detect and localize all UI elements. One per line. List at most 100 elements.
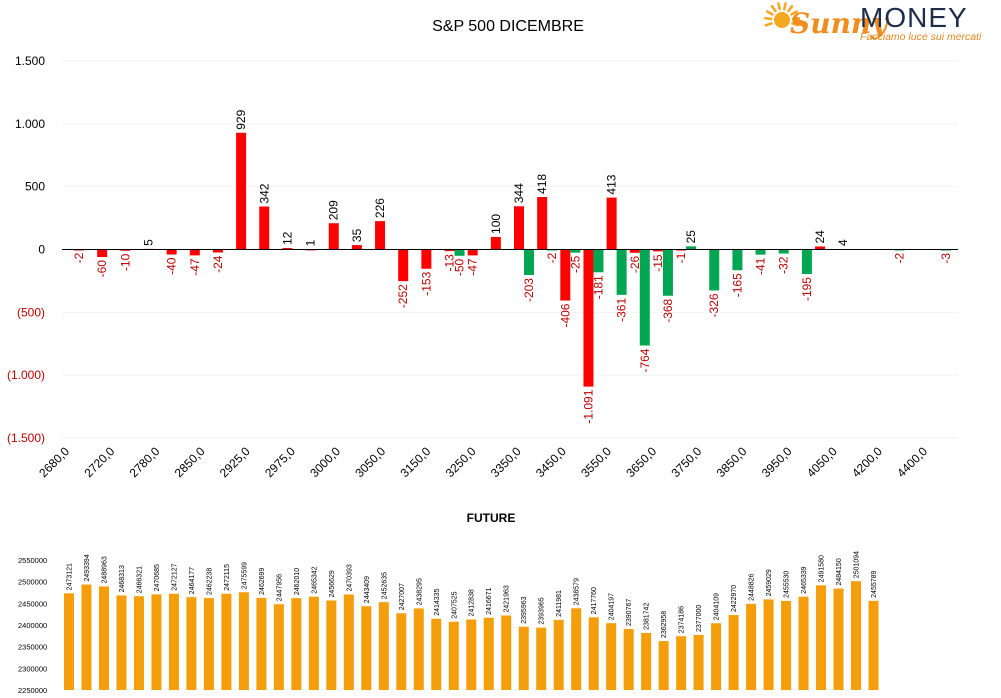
red-series-bar [212, 249, 223, 253]
future-data-label: 2417760 [591, 587, 598, 614]
future-bar [81, 584, 92, 690]
main-y-tick-label: (500) [17, 305, 45, 319]
sun-ray [790, 10, 798, 16]
future-data-label: 2377000 [696, 605, 703, 632]
future-data-label: 2395963 [521, 596, 528, 623]
main-data-label: -2 [893, 252, 907, 263]
future-y-tick-label: 2500000 [18, 578, 47, 587]
future-bar [168, 593, 179, 690]
future-data-label: 2404109 [714, 593, 721, 620]
red-series-bar [351, 245, 362, 250]
future-bar [746, 603, 757, 690]
future-data-label: 2381742 [644, 603, 651, 630]
sun-ray [766, 10, 774, 16]
future-y-tick-label: 2550000 [18, 556, 47, 565]
red-series-bar [815, 246, 826, 250]
main-data-label: 5 [141, 239, 155, 246]
main-data-label: 413 [605, 174, 619, 194]
main-data-label: -47 [188, 258, 202, 276]
red-series-bar [537, 196, 548, 250]
main-data-label: -26 [628, 255, 642, 273]
sun-ray [791, 16, 801, 21]
red-series-bar [375, 221, 386, 250]
green-series-bar [639, 249, 650, 346]
future-data-label: 2455789 [871, 570, 878, 597]
main-x-tick-label: 3550,0 [578, 444, 614, 480]
main-data-label: -361 [615, 298, 629, 322]
future-data-label: 2491580 [819, 555, 826, 582]
future-bar [658, 641, 669, 690]
future-data-label: 2412838 [469, 589, 476, 616]
future-bar [64, 593, 74, 690]
main-data-label: 24 [813, 230, 827, 244]
logo-sunny-text: Sunny [790, 7, 889, 40]
future-y-tick-label: 2400000 [18, 621, 47, 630]
red-series-bar [120, 249, 131, 251]
future-bar [816, 585, 827, 690]
main-data-label: -368 [661, 298, 675, 322]
main-data-label: 25 [684, 230, 698, 244]
main-data-label: -10 [118, 253, 132, 271]
future-y-axis: 2550000 2500000 2450000 2400000 2350000 23000… [18, 556, 47, 695]
future-bar [711, 623, 722, 690]
future-bar [693, 634, 704, 690]
future-data-label: 2404197 [609, 593, 616, 620]
main-x-tick-label: 3250,0 [443, 444, 479, 480]
sun-ray [763, 16, 773, 21]
logo-money-text: MONEY [860, 2, 968, 33]
future-data-label: 2374186 [679, 606, 686, 633]
future-data-label: 2488963 [101, 556, 108, 583]
main-data-label: -47 [466, 258, 480, 276]
future-bar [466, 619, 477, 690]
future-data-label: 2438579 [574, 578, 581, 605]
future-data-label: 2459029 [766, 569, 773, 596]
red-series-bar [421, 249, 432, 269]
green-series-bar [662, 249, 673, 296]
main-x-tick-label: 4050,0 [804, 444, 840, 480]
main-data-label: -3 [939, 253, 953, 264]
sun-ray [770, 4, 777, 13]
red-series-bar [189, 249, 200, 256]
future-y-tick-label: 2250000 [18, 686, 47, 695]
future-bar [728, 615, 739, 690]
green-series-bar [686, 246, 697, 250]
main-x-tick-label: 2680,0 [36, 444, 72, 480]
future-data-label: 2493394 [84, 554, 91, 581]
future-bar [151, 594, 162, 690]
future-data-label: 2447956 [276, 574, 283, 601]
main-x-tick-label: 3050,0 [352, 444, 388, 480]
future-y-tick-label: 2300000 [18, 664, 47, 673]
future-bar [588, 617, 599, 690]
red-series-bar [560, 249, 571, 301]
future-bar [221, 593, 232, 690]
future-data-label: 2362958 [661, 611, 668, 638]
future-bar [116, 595, 127, 690]
future-data-label: 2470685 [154, 564, 161, 591]
main-data-label: -41 [754, 257, 768, 275]
main-data-label: -203 [522, 278, 536, 302]
future-data-label: 2414335 [434, 588, 441, 615]
future-bar [571, 608, 582, 690]
main-data-label: -25 [568, 255, 582, 273]
main-chart-bars [74, 132, 951, 387]
main-data-label: -50 [453, 258, 467, 276]
future-bar [606, 623, 617, 690]
main-x-tick-label: 2975,0 [262, 444, 298, 480]
future-bar [448, 621, 459, 690]
future-bar [833, 588, 844, 690]
main-x-tick-label: 3950,0 [759, 444, 795, 480]
future-data-label: 2465342 [311, 566, 318, 593]
main-x-axis: 2680,0 2720,0 2780,0 2850,0 2925,0 2975,0 3000… [36, 444, 930, 480]
future-data-label: 2462010 [294, 568, 301, 595]
main-x-tick-label: 3000,0 [307, 444, 343, 480]
red-series-bar [629, 249, 640, 253]
future-data-label: 2468313 [119, 565, 126, 592]
future-bar [536, 627, 547, 690]
main-chart-grid [62, 60, 958, 439]
main-y-tick-label: 0 [38, 243, 45, 257]
red-series-bar [583, 249, 594, 387]
future-data-label: 2473121 [67, 563, 74, 590]
main-data-label: 35 [350, 228, 364, 242]
red-series-bar [398, 249, 409, 282]
